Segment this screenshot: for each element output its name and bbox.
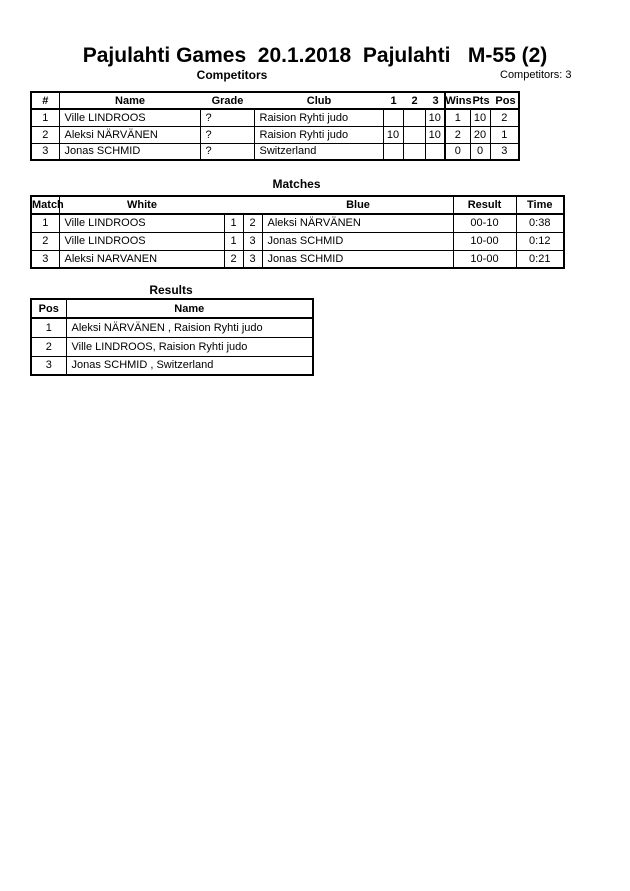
cell-round-3: 10 [424,125,446,144]
results-table: Pos Name 1 Aleksi NÄRVÄNEN , Raision Ryh… [30,298,314,376]
cell-round-1 [382,108,404,127]
cell-pos: 1 [489,125,520,144]
header-match: Match [31,195,64,215]
header-blue: Blue [346,199,370,211]
cell-pts: 10 [469,108,491,127]
matches-section-heading: Matches [272,177,321,191]
cell-name: Ville LINDROOS [58,108,201,127]
result-row: 2 Ville LINDROOS, Raision Ryhti judo [30,336,314,357]
competitor-row: 2 Aleksi NÄRVÄNEN ? Raision Ryhti judo 1… [30,125,520,144]
competitors-section-heading: Competitors [196,68,268,82]
cell-name: Aleksi NÄRVÄNEN , Raision Ryhti judo [65,317,314,338]
match-row: 1 Ville LINDROOS 1 2 Aleksi NÄRVÄNEN 00-… [30,213,565,233]
header-pos: Pos [31,298,66,319]
header-wins: Wins [445,94,472,107]
header-pts: Pts [472,94,490,107]
cell-grade: ? [199,108,255,127]
match-row: 2 Ville LINDROOS 1 3 Jonas SCHMID 10-00 … [30,231,565,251]
cell-round-1 [382,142,404,161]
header-time: Time [515,195,564,215]
cell-time: 0:12 [515,231,565,251]
competitors-table: # Name Grade Club 1 2 3 Wins Pts Pos 1 V… [30,91,521,161]
cell-round-3: 10 [424,108,446,127]
cell-club: Switzerland [253,142,384,161]
header-round-1: 1 [390,94,397,107]
cell-round-2 [402,142,426,161]
header-merged-players: White Blue [58,195,453,215]
cell-result: 10-00 [452,231,517,251]
cell-grade: ? [199,142,255,161]
results-section-heading: Results [149,283,193,297]
cell-match-number: 1 [30,213,60,233]
header-merged-right: Wins Pts Pos [443,91,520,110]
cell-white-number: 2 [223,249,244,269]
result-row: 3 Jonas SCHMID , Switzerland [30,355,314,376]
cell-white-name: Ville LINDROOS [58,213,225,233]
cell-pts: 0 [469,142,491,161]
cell-blue-number: 2 [242,213,263,233]
cell-wins: 0 [444,142,471,161]
cell-wins: 2 [444,125,471,144]
cell-number: 3 [30,142,60,161]
cell-wins: 1 [444,108,471,127]
cell-pos: 3 [30,355,67,376]
cell-blue-name: Jonas SCHMID [261,249,454,269]
cell-pos: 3 [489,142,520,161]
cell-club: Raision Ryhti judo [253,108,384,127]
cell-round-2 [402,108,426,127]
header-grade: Grade [211,94,244,107]
cell-result: 10-00 [452,249,517,269]
cell-name: Ville LINDROOS, Raision Ryhti judo [65,336,314,357]
cell-white-number: 1 [223,231,244,251]
cell-number: 2 [30,125,60,144]
header-number: # [31,91,59,110]
cell-pts: 20 [469,125,491,144]
header-name: Name [65,298,313,319]
competitors-count-label: Competitors: 3 [500,69,572,81]
cell-result: 00-10 [452,213,517,233]
results-header-row: Pos Name [31,298,313,319]
header-pos: Pos [495,94,516,107]
cell-club: Raision Ryhti judo [253,125,384,144]
cell-name: Jonas SCHMID , Switzerland [65,355,314,376]
cell-time: 0:21 [515,249,565,269]
cell-time: 0:38 [515,213,565,233]
matches-header-row: Match White Blue Result Time [31,195,564,215]
cell-blue-name: Aleksi NÄRVÄNEN [261,213,454,233]
matches-table: Match White Blue Result Time 1 Ville LIN… [30,195,565,269]
cell-name: Jonas SCHMID [58,142,201,161]
competitor-row: 1 Ville LINDROOS ? Raision Ryhti judo 10… [30,108,520,127]
header-round-2: 2 [411,94,418,107]
cell-white-name: Ville LINDROOS [58,231,225,251]
cell-name: Aleksi NÄRVÄNEN [58,125,201,144]
match-row: 3 Aleksi NARVANEN 2 3 Jonas SCHMID 10-00… [30,249,565,269]
cell-blue-name: Jonas SCHMID [261,231,454,251]
cell-match-number: 2 [30,231,60,251]
competitors-header-row: # Name Grade Club 1 2 3 Wins Pts Pos [31,91,520,110]
cell-white-name: Aleksi NARVANEN [58,249,225,269]
cell-blue-number: 3 [242,249,263,269]
cell-round-2 [402,125,426,144]
competitor-row: 3 Jonas SCHMID ? Switzerland 0 0 3 [30,142,520,161]
cell-number: 1 [30,108,60,127]
header-club: Club [306,94,332,107]
result-row: 1 Aleksi NÄRVÄNEN , Raision Ryhti judo [30,317,314,338]
cell-grade: ? [199,125,255,144]
cell-round-3 [424,142,446,161]
header-white: White [127,199,157,211]
cell-blue-number: 3 [242,231,263,251]
header-name: Name [115,94,145,107]
cell-pos: 1 [30,317,67,338]
header-result: Result [452,195,516,215]
cell-pos: 2 [30,336,67,357]
cell-white-number: 1 [223,213,244,233]
header-merged-left: Name Grade Club 1 2 3 [58,91,445,110]
page-title: Pajulahti Games 20.1.2018 Pajulahti M-55… [82,44,548,67]
cell-match-number: 3 [30,249,60,269]
cell-pos: 2 [489,108,520,127]
header-round-3: 3 [432,94,439,107]
cell-round-1: 10 [382,125,404,144]
